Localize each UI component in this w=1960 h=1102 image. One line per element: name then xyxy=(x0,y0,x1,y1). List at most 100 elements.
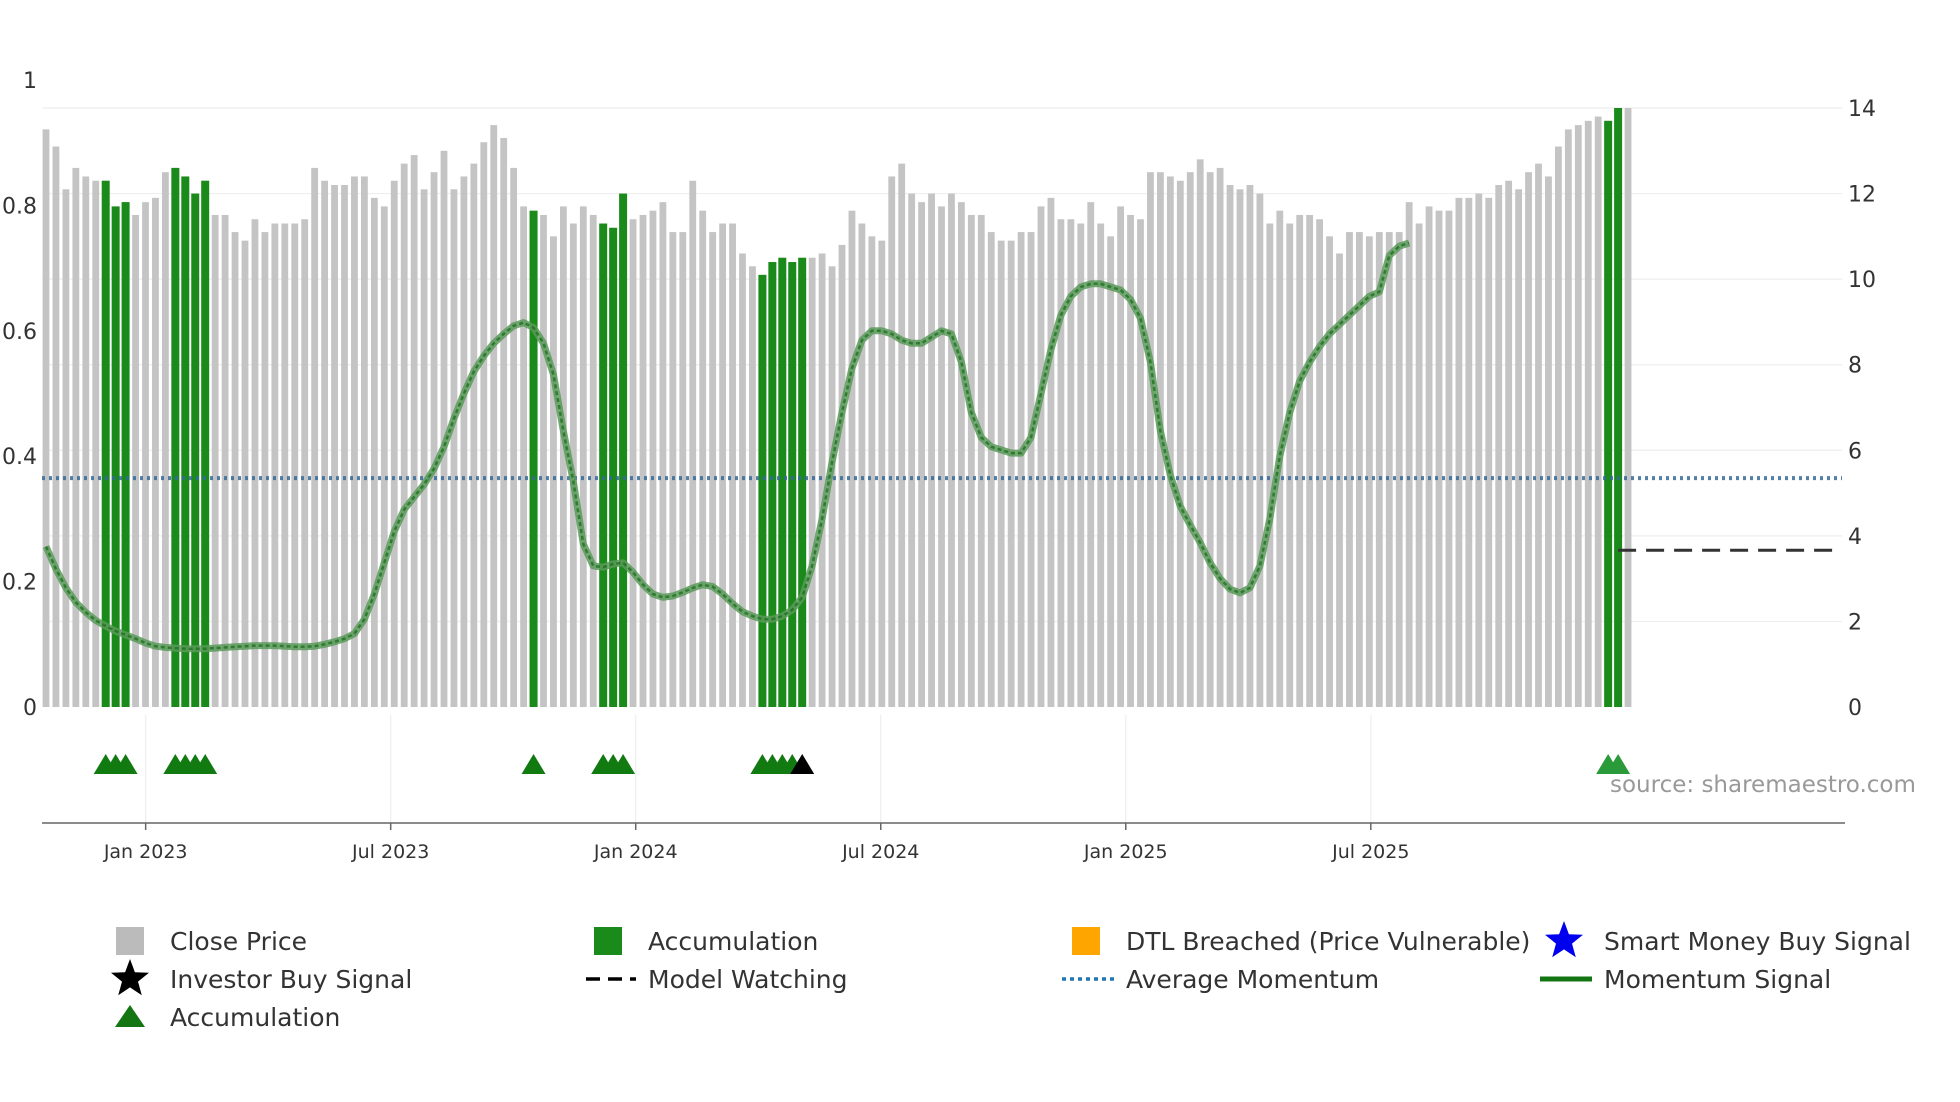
close-price-bar xyxy=(689,180,697,707)
close-price-bar xyxy=(470,163,478,707)
close-price-bar xyxy=(659,202,667,707)
left-tick-label: 0.6 xyxy=(2,320,37,345)
investor-buy-signal-marker xyxy=(790,754,815,774)
x-tick-label: Jul 2025 xyxy=(1331,841,1409,863)
close-price-bar xyxy=(1266,223,1274,707)
close-price-bar xyxy=(1475,193,1483,708)
close-price-bar xyxy=(261,232,269,708)
close-price-bar xyxy=(1455,197,1463,707)
legend-label: Close Price xyxy=(170,927,307,956)
close-price-bar xyxy=(1137,219,1144,707)
close-price-bar xyxy=(1166,176,1174,707)
close-price-bar xyxy=(928,193,935,708)
source-label: source: sharemaestro.com xyxy=(1610,772,1916,798)
accumulation-bar xyxy=(171,167,180,707)
close-price-bar xyxy=(1505,180,1513,707)
accumulation-triangle xyxy=(521,754,546,774)
close-price-bar xyxy=(1216,167,1224,707)
close-price-bars xyxy=(42,108,1632,708)
close-price-bar xyxy=(550,236,557,707)
close-price-bar xyxy=(1316,219,1323,707)
accumulation-bar xyxy=(101,180,110,707)
close-price-bar xyxy=(490,125,498,708)
close-price-bar xyxy=(500,137,508,707)
close-price-bar xyxy=(82,176,90,707)
close-price-bar xyxy=(430,172,438,707)
close-price-bar xyxy=(649,210,657,707)
close-price-bar xyxy=(629,219,637,707)
right-tick-label: 4 xyxy=(1848,525,1862,550)
right-tick-label: 12 xyxy=(1848,183,1876,208)
close-price-bar xyxy=(1564,129,1572,708)
close-price-bar xyxy=(719,223,726,707)
close-price-bar xyxy=(1286,223,1294,707)
close-price-bar xyxy=(341,185,348,707)
close-price-bar xyxy=(1186,172,1194,707)
close-price-bar xyxy=(142,202,149,707)
close-price-bar xyxy=(450,189,458,708)
close-price-bar xyxy=(888,176,896,707)
close-price-bar xyxy=(400,163,408,707)
close-price-bar xyxy=(1465,197,1473,707)
close-price-bar xyxy=(739,253,746,707)
close-price-bar xyxy=(1555,146,1562,707)
accumulation-bar xyxy=(788,262,797,707)
close-price-bar xyxy=(858,223,866,707)
accumulation-bar xyxy=(778,257,787,707)
momentum-signal-layer xyxy=(42,239,1411,653)
legend-label: Smart Money Buy Signal xyxy=(1604,927,1911,956)
close-price-bar xyxy=(231,232,239,708)
close-price-bar xyxy=(1495,185,1503,707)
close-price-bar xyxy=(361,176,368,707)
right-tick-label: 14 xyxy=(1848,97,1876,122)
close-price-bar xyxy=(1624,108,1632,707)
close-price-bar xyxy=(92,180,100,707)
close-price-bar xyxy=(440,150,448,708)
close-price-bar xyxy=(1584,120,1592,708)
close-price-bar xyxy=(1445,210,1453,707)
close-price-bar xyxy=(1226,185,1234,707)
close-price-bar xyxy=(878,240,886,707)
close-price-bar xyxy=(1356,232,1363,708)
signal-markers xyxy=(93,754,1631,774)
close-price-bar xyxy=(997,240,1005,707)
close-price-bar xyxy=(520,206,527,707)
close-price-bar xyxy=(699,210,707,707)
close-price-bar xyxy=(1415,223,1423,707)
close-price-bar xyxy=(918,202,925,707)
close-price-bar xyxy=(1385,232,1393,708)
accumulation-bar xyxy=(768,262,777,707)
close-price-bar xyxy=(281,223,289,707)
close-price-bar xyxy=(818,253,826,707)
close-price-bar xyxy=(1365,236,1373,707)
x-tick-label: Jan 2023 xyxy=(103,841,188,863)
left-tick-label: 1 xyxy=(23,69,37,94)
legend-label: Accumulation xyxy=(648,927,818,956)
right-tick-label: 2 xyxy=(1848,610,1862,635)
right-tick-label: 10 xyxy=(1848,268,1876,293)
close-price-bar xyxy=(42,129,50,708)
close-price-bar xyxy=(251,219,259,707)
close-price-bar xyxy=(1107,236,1115,707)
close-price-bar xyxy=(1435,210,1443,707)
right-tick-label: 6 xyxy=(1848,439,1862,464)
x-tick-label: Jul 2024 xyxy=(841,841,919,863)
close-price-bar xyxy=(1017,232,1025,708)
accumulation-bar xyxy=(798,257,807,707)
close-price-bar xyxy=(52,146,60,707)
close-price-bar xyxy=(560,206,567,707)
close-price-bar xyxy=(62,189,70,708)
x-tick-label: Jan 2025 xyxy=(1083,841,1168,863)
close-price-bar xyxy=(1087,202,1095,707)
legend-star xyxy=(111,959,149,996)
close-price-bar xyxy=(1545,176,1552,707)
accumulation-triangle xyxy=(193,754,218,774)
legend-triangle xyxy=(115,1005,145,1027)
close-price-bar xyxy=(132,214,139,707)
accumulation-bar xyxy=(1614,108,1623,707)
accumulation-bar xyxy=(529,210,538,707)
close-price-bar xyxy=(977,214,985,707)
close-price-bar xyxy=(291,223,299,707)
accumulation-bar xyxy=(619,193,628,708)
